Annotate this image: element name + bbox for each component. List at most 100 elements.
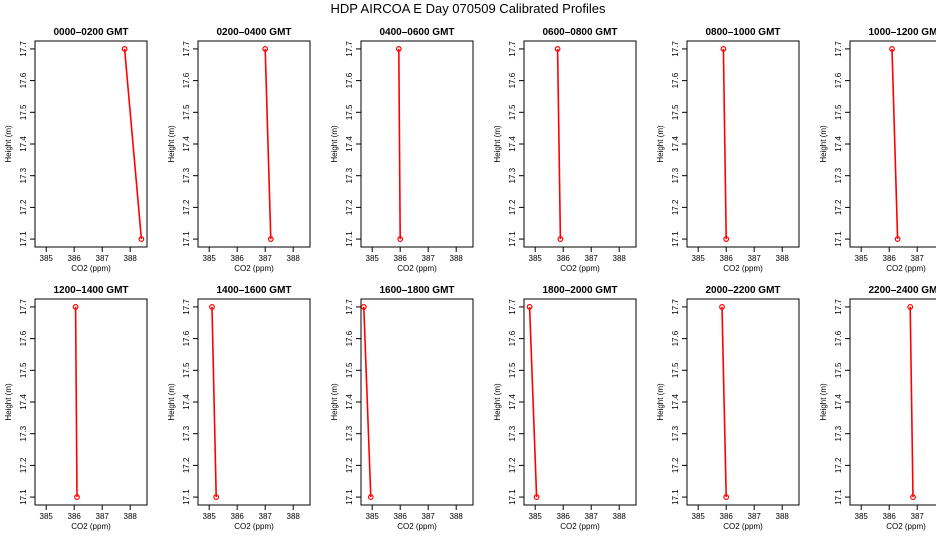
x-axis-label: CO2 (ppm) — [71, 264, 111, 273]
y-tick-label: 17.2 — [345, 199, 354, 215]
y-tick-label: 17.3 — [671, 425, 680, 441]
y-tick-label: 17.2 — [182, 199, 191, 215]
profile-line — [891, 48, 899, 240]
y-axis-label: Height (m) — [4, 383, 13, 421]
y-tick-label: 17.7 — [834, 41, 843, 57]
y-axis-label: Height (m) — [493, 383, 502, 421]
y-tick-label: 17.4 — [19, 394, 28, 410]
y-axis-label: Height (m) — [330, 125, 339, 163]
profile-point — [267, 236, 274, 242]
y-tick-label: 17.1 — [671, 231, 680, 247]
y-tick-label: 17.1 — [19, 489, 28, 505]
y-tick-label: 17.6 — [671, 72, 680, 88]
x-tick-label: 386 — [68, 512, 82, 521]
plot-frame — [849, 298, 936, 506]
panel-title: 0200–0400 GMT — [216, 27, 291, 38]
x-tick-label: 388 — [776, 254, 790, 263]
y-tick-label: 17.5 — [671, 362, 680, 378]
x-tick-label: 387 — [422, 512, 436, 521]
x-tick-label: 387 — [422, 254, 436, 263]
y-axis-label: Height (m) — [656, 383, 665, 421]
profile-point — [889, 46, 895, 52]
x-tick-label: 388 — [450, 512, 464, 521]
y-tick-label: 17.6 — [19, 72, 28, 88]
y-tick-label: 17.2 — [19, 199, 28, 215]
x-tick-label: 385 — [855, 254, 869, 263]
y-tick-label: 17.5 — [345, 362, 354, 378]
y-tick-label: 17.4 — [834, 394, 843, 410]
panel-title: 1600–1800 GMT — [379, 285, 454, 296]
profile-line — [909, 306, 914, 498]
profile-point — [74, 494, 80, 500]
y-tick-label: 17.7 — [671, 41, 680, 57]
x-tick-label: 385 — [692, 254, 706, 263]
x-tick-label: 387 — [748, 512, 762, 521]
y-tick-label: 17.4 — [834, 136, 843, 152]
y-tick-label: 17.6 — [508, 72, 517, 88]
x-tick-label: 388 — [776, 512, 790, 521]
x-tick-label: 386 — [557, 512, 571, 521]
profile-point — [397, 236, 404, 242]
y-tick-label: 17.5 — [19, 104, 28, 120]
profile-point — [723, 494, 730, 500]
y-tick-label: 17.5 — [508, 362, 517, 378]
y-tick-label: 17.3 — [345, 425, 354, 441]
y-tick-label: 17.6 — [345, 330, 354, 346]
profile-line — [398, 48, 401, 240]
x-tick-label: 385 — [692, 512, 706, 521]
profile-point — [723, 236, 730, 242]
y-axis-label: Height (m) — [656, 125, 665, 163]
panel-1: 0000–0200 GMT 385 386 387 388 CO2 (ppm) 17.1 17… — [4, 27, 148, 273]
profile-point — [910, 494, 916, 500]
y-tick-label: 17.3 — [508, 425, 517, 441]
y-axis-label: Height (m) — [819, 383, 828, 421]
x-tick-label: 387 — [96, 254, 110, 263]
panel-4: 0600–0800 GMT 385 386 387 388 CO2 (ppm) 17.1 17… — [493, 27, 637, 273]
plot-frame — [360, 298, 474, 506]
x-axis-label: CO2 (ppm) — [234, 264, 274, 273]
y-tick-label: 17.6 — [182, 72, 191, 88]
y-tick-label: 17.7 — [19, 299, 28, 315]
y-tick-label: 17.1 — [345, 489, 354, 505]
y-tick-label: 17.4 — [182, 394, 191, 410]
y-tick-label: 17.6 — [345, 72, 354, 88]
y-tick-label: 17.1 — [834, 231, 843, 247]
x-axis-label: CO2 (ppm) — [886, 264, 926, 273]
x-tick-label: 385 — [366, 512, 380, 521]
y-tick-label: 17.2 — [834, 199, 843, 215]
x-tick-label: 385 — [855, 512, 869, 521]
y-tick-label: 17.3 — [19, 167, 28, 183]
y-tick-label: 17.2 — [508, 199, 517, 215]
x-tick-label: 386 — [231, 254, 245, 263]
y-axis-label: Height (m) — [330, 383, 339, 421]
panel-9: 1600–1800 GMT 385 386 387 388 CO2 (ppm) 17.1 17… — [330, 285, 474, 531]
panel-title: 0400–0600 GMT — [379, 27, 454, 38]
plot-frame — [686, 40, 800, 248]
y-tick-label: 17.1 — [834, 489, 843, 505]
x-tick-label: 387 — [585, 512, 599, 521]
x-tick-label: 385 — [40, 512, 54, 521]
y-tick-label: 17.6 — [834, 72, 843, 88]
panel-10: 1800–2000 GMT 385 386 387 388 CO2 (ppm) 17.1 17… — [493, 285, 637, 531]
x-tick-label: 388 — [450, 254, 464, 263]
x-axis-label: CO2 (ppm) — [560, 522, 600, 531]
x-tick-label: 385 — [203, 512, 217, 521]
x-tick-label: 386 — [394, 512, 408, 521]
panel-5: 0800–1000 GMT 385 386 387 388 CO2 (ppm) 17.1 17… — [656, 27, 800, 273]
plot-frame — [686, 298, 800, 506]
y-tick-label: 17.5 — [345, 104, 354, 120]
x-tick-label: 387 — [259, 512, 273, 521]
plot-frame — [360, 40, 474, 248]
x-tick-label: 387 — [911, 512, 925, 521]
y-tick-label: 17.4 — [671, 394, 680, 410]
y-tick-label: 17.5 — [19, 362, 28, 378]
y-tick-label: 17.7 — [671, 299, 680, 315]
profile-line — [211, 306, 217, 498]
y-axis-label: Height (m) — [167, 383, 176, 421]
x-axis-label: CO2 (ppm) — [886, 522, 926, 531]
y-tick-label: 17.2 — [508, 457, 517, 473]
profile-point — [533, 494, 540, 500]
panel-title: 1800–2000 GMT — [542, 285, 617, 296]
y-tick-label: 17.3 — [19, 425, 28, 441]
